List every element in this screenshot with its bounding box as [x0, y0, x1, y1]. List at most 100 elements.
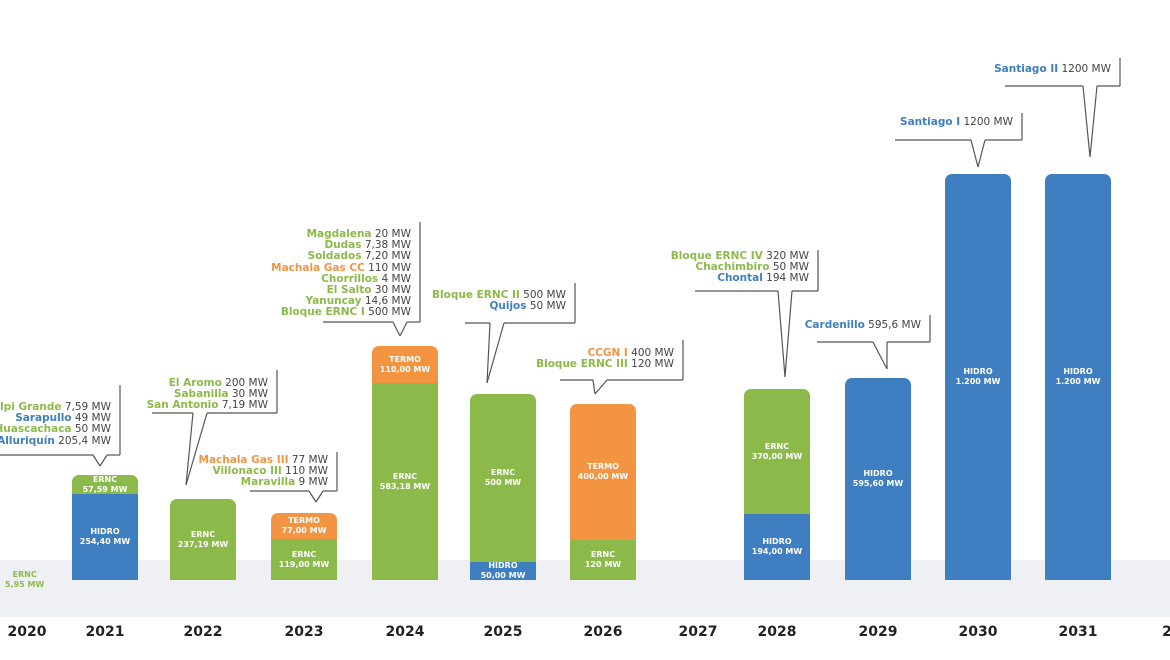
project-capacity: 7,38 MW: [364, 239, 411, 252]
callout-project: Bloque ERNC III 120 MW: [536, 359, 674, 370]
project-name: El Salto: [326, 284, 372, 297]
callout-pointer: [486, 322, 505, 384]
year-label-2023: 2023: [284, 624, 324, 640]
callout-pointer: [784, 290, 793, 378]
segment-value: 500 MW: [484, 478, 522, 487]
callout-pointer: [486, 322, 491, 384]
callout-pointer: [1089, 85, 1098, 158]
callout-2025: Bloque ERNC II 500 MW Quijos 50 MW: [432, 289, 566, 313]
project-capacity: 7,20 MW: [364, 250, 411, 263]
bar-segment-2028-ernc: ERNC 370,00 MW: [744, 389, 810, 514]
segment-value: 120 MW: [584, 560, 622, 569]
project-capacity: 4 MW: [381, 272, 411, 285]
segment-value: 237,19 MW: [177, 539, 229, 549]
callout-2030: Santiago I 1200 MW: [900, 116, 1013, 128]
callout-project: Bloque ERNC II 500 MW: [432, 289, 566, 301]
callout-pointer: [99, 454, 108, 467]
segment-value: 5,95 MW: [5, 580, 45, 589]
project-name: alpi Grande: [0, 401, 62, 413]
segment-type: ERNC: [92, 474, 118, 484]
bar-segment-2021-hidro: HIDRO 254,40 MW: [72, 494, 138, 580]
bar-segment-2030-hidro: HIDRO 1.200 MW: [945, 174, 1011, 580]
bar-segment-2025-ernc: ERNC 500 MW: [470, 394, 536, 562]
segment-type: TERMO: [587, 462, 619, 471]
year-label-2029: 2029: [858, 624, 898, 640]
bar-segment-2024-ernc: ERNC 583,18 MW: [372, 383, 438, 580]
bar-segment-2029-hidro: HIDRO 595,60 MW: [845, 378, 911, 580]
project-name: Quijos: [489, 300, 527, 313]
segment-type: ERNC: [764, 441, 790, 451]
project-name: Sarapullo: [15, 412, 72, 425]
project-name: Maravilla: [240, 476, 296, 489]
project-name: Cardenillo: [804, 319, 865, 331]
bar-segment-2031-hidro: HIDRO 1.200 MW: [1045, 174, 1111, 580]
segment-type: ERNC: [490, 468, 516, 477]
bar-segment-2021-ernc: ERNC 57,59 MW: [72, 475, 138, 494]
project-name: Machala Gas CC: [271, 261, 365, 274]
segment-type: ERNC: [392, 471, 418, 481]
segment-value: 110,00 MW: [379, 364, 431, 374]
project-capacity: 1200 MW: [963, 116, 1013, 128]
project-name: Chontal: [717, 272, 763, 285]
callout-project: Machala Gas CC 110 MW: [271, 261, 411, 274]
project-capacity: 320 MW: [766, 250, 809, 262]
callout-project: Machala Gas III 77 MW: [198, 454, 328, 466]
segment-value: 583,18 MW: [379, 481, 431, 491]
callout-project: Bloque ERNC IV 320 MW: [670, 250, 809, 262]
year-label-2028: 2028: [757, 624, 797, 640]
callout-pointer: [1082, 85, 1091, 158]
project-name: El Aromo: [168, 377, 222, 389]
project-capacity: 30 MW: [374, 284, 411, 297]
callout-project: Chorrillos 4 MW: [271, 272, 411, 285]
callout-pointer: [777, 290, 786, 378]
segment-type: ERNC: [190, 529, 216, 539]
callout-pointer: [392, 321, 401, 337]
segment-type: HIDRO: [963, 367, 993, 376]
project-capacity: 400 MW: [631, 347, 674, 359]
bar-segment-2023-termo: TERMO 77,00 MW: [271, 513, 337, 539]
callout-project: Maravilla 9 MW: [199, 477, 328, 488]
project-name: Dudas: [324, 239, 362, 252]
callout-2023: Machala Gas III 77 MW Villonaco III 110 M…: [198, 454, 328, 489]
callout-project: Sarapullo 49 MW: [0, 413, 111, 424]
project-name: Machala Gas III: [198, 454, 289, 466]
project-capacity: 194 MW: [766, 272, 809, 285]
project-name: Bloque ERNC IV: [670, 250, 763, 262]
callout-pointer: [592, 379, 596, 395]
callout-pointer: [977, 139, 986, 168]
segment-value: 119,00 MW: [278, 559, 330, 569]
callout-project: Huascachaca 50 MW: [0, 424, 111, 435]
year-label-2024: 2024: [385, 624, 425, 640]
callout-project: Santiago I 1200 MW: [900, 116, 1013, 128]
project-capacity: 500 MW: [368, 306, 411, 319]
callout-pointer: [399, 321, 408, 337]
callout-project: Chachimbiro 50 MW: [671, 261, 810, 274]
year-label-2027: 2027: [678, 624, 718, 640]
project-name: Magdalena: [306, 228, 372, 240]
segment-value: 370,00 MW: [751, 451, 803, 461]
project-name: Bloque ERNC III: [536, 358, 628, 371]
project-capacity: 7,59 MW: [64, 401, 111, 413]
segment-type: HIDRO: [1063, 367, 1093, 376]
project-name: Sabanilla: [173, 388, 229, 401]
project-capacity: 205,4 MW: [58, 434, 111, 447]
bar-segment-2026-ernc: ERNC 120 MW: [570, 540, 636, 580]
callout-project: CCGN I 400 MW: [536, 347, 674, 359]
callout-pointer: [308, 490, 317, 503]
segment-value: 1.200 MW: [1055, 377, 1101, 386]
callout-pointer: [185, 412, 208, 486]
bar-segment-2028-hidro: HIDRO 194,00 MW: [744, 514, 810, 580]
callout-project: San Antonio 7,19 MW: [147, 400, 268, 411]
bar-segment-2022-ernc: ERNC 237,19 MW: [170, 499, 236, 580]
project-capacity: 50 MW: [74, 423, 111, 436]
project-capacity: 110 MW: [368, 261, 411, 274]
project-capacity: 50 MW: [772, 261, 809, 274]
callout-project: Yanuncay 14,6 MW: [271, 295, 412, 308]
project-name: Yanuncay: [305, 295, 362, 308]
callout-pointer: [970, 139, 979, 168]
segment-type: HIDRO: [863, 469, 893, 478]
project-name: CCGN I: [587, 347, 628, 359]
callout-2031: Santiago II 1200 MW: [994, 63, 1111, 75]
